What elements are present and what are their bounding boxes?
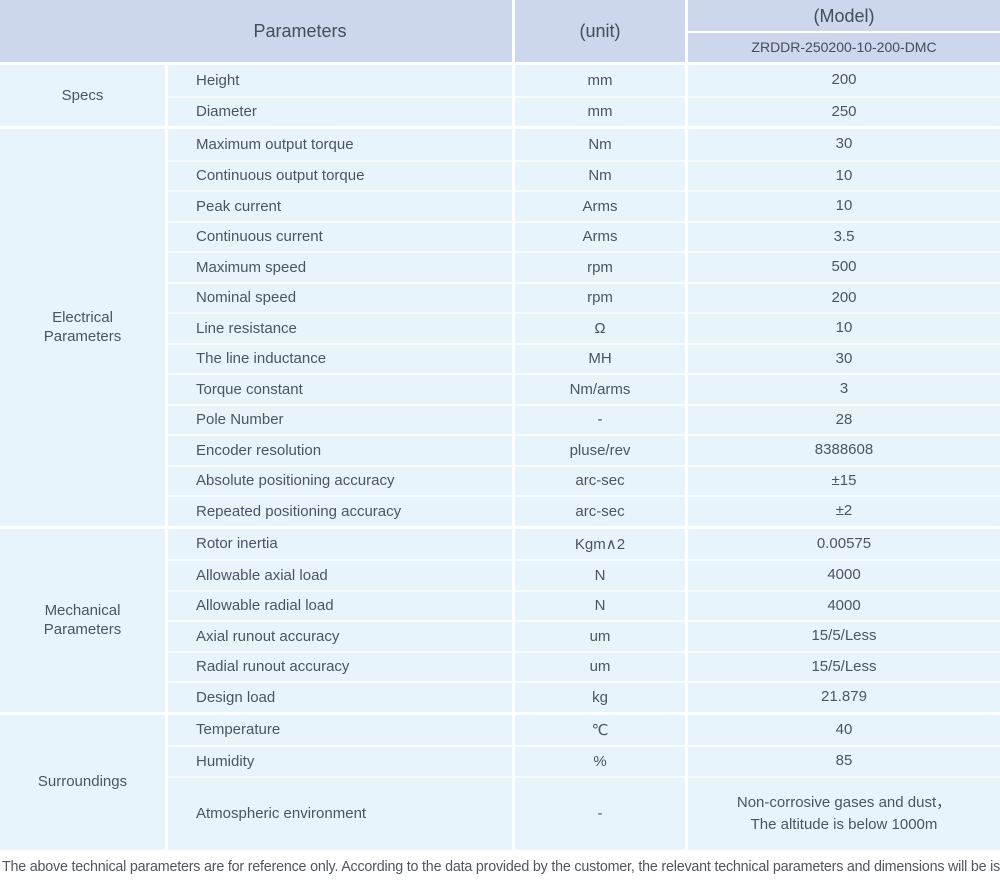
- param-unit: arc-sec: [515, 464, 685, 495]
- param-value: 28: [688, 403, 1000, 434]
- param-value: 200: [688, 281, 1000, 312]
- param-value: 15/5/Less: [688, 650, 1000, 681]
- param-value: 3: [688, 373, 1000, 404]
- param-unit: N: [515, 559, 685, 590]
- param-value: ±2: [688, 495, 1000, 526]
- param-unit: rpm: [515, 281, 685, 312]
- param-value: 30: [688, 342, 1000, 373]
- param-name: Continuous current: [168, 220, 512, 251]
- param-unit: Nm/arms: [515, 373, 685, 404]
- param-value: 3.5: [688, 220, 1000, 251]
- section-label: Mechanical Parameters: [0, 528, 165, 712]
- param-unit: Nm: [515, 159, 685, 190]
- param-name: Maximum speed: [168, 251, 512, 282]
- param-value: 30: [688, 129, 1000, 160]
- param-name: Height: [168, 65, 512, 96]
- spec-table: Parameters (unit) (Model) ZRDDR-250200-1…: [0, 0, 1000, 850]
- param-unit: ℃: [515, 714, 685, 745]
- param-name: Pole Number: [168, 403, 512, 434]
- param-name: Encoder resolution: [168, 434, 512, 465]
- param-value: ±15: [688, 464, 1000, 495]
- param-value: 4000: [688, 559, 1000, 590]
- header-parameters: Parameters: [0, 0, 512, 62]
- param-unit: Kgm∧2: [515, 528, 685, 559]
- param-unit: kg: [515, 681, 685, 712]
- param-name: Allowable radial load: [168, 589, 512, 620]
- param-name: Torque constant: [168, 373, 512, 404]
- param-unit: rpm: [515, 251, 685, 282]
- param-unit: -: [515, 775, 685, 850]
- param-name: Axial runout accuracy: [168, 620, 512, 651]
- param-value: 250: [688, 95, 1000, 126]
- header-unit: (unit): [515, 0, 685, 62]
- section-label: Electrical Parameters: [0, 129, 165, 526]
- section-specs: Specs Height mm 200 Diameter mm 250: [0, 65, 1000, 126]
- section-surroundings: Surroundings Temperature ℃ 40 Humidity %…: [0, 714, 1000, 850]
- param-value: Non-corrosive gases and dust， The altitu…: [688, 775, 1000, 850]
- param-value: 15/5/Less: [688, 620, 1000, 651]
- param-name: Continuous output torque: [168, 159, 512, 190]
- param-name: Line resistance: [168, 312, 512, 343]
- param-name: Humidity: [168, 745, 512, 776]
- param-value: 10: [688, 312, 1000, 343]
- param-unit: MH: [515, 342, 685, 373]
- param-name: Rotor inertia: [168, 528, 512, 559]
- param-value: 500: [688, 251, 1000, 282]
- param-unit: mm: [515, 95, 685, 126]
- param-value: 10: [688, 159, 1000, 190]
- header-model-number: ZRDDR-250200-10-200-DMC: [751, 39, 937, 55]
- param-name: Radial runout accuracy: [168, 650, 512, 681]
- param-value: 4000: [688, 589, 1000, 620]
- param-name: Nominal speed: [168, 281, 512, 312]
- param-name: Diameter: [168, 95, 512, 126]
- param-value: 10: [688, 190, 1000, 221]
- section-label: Surroundings: [0, 714, 165, 850]
- param-value: 8388608: [688, 434, 1000, 465]
- param-unit: arc-sec: [515, 495, 685, 526]
- footer-note: The above technical parameters are for r…: [2, 858, 1000, 875]
- param-value: 85: [688, 745, 1000, 776]
- section-electrical: Electrical Parameters Maximum output tor…: [0, 129, 1000, 526]
- param-name: Peak current: [168, 190, 512, 221]
- param-unit: um: [515, 650, 685, 681]
- header-model-title: (Model): [688, 1, 1000, 33]
- param-unit: mm: [515, 65, 685, 96]
- section-label: Specs: [0, 65, 165, 126]
- section-mechanical: Mechanical Parameters Rotor inertia Kgm∧…: [0, 528, 1000, 712]
- param-unit: Ω: [515, 312, 685, 343]
- param-unit: Nm: [515, 129, 685, 160]
- param-unit: Arms: [515, 190, 685, 221]
- param-name: The line inductance: [168, 342, 512, 373]
- param-name: Repeated positioning accuracy: [168, 495, 512, 526]
- param-name: Atmospheric environment: [168, 775, 512, 850]
- param-value: 40: [688, 714, 1000, 745]
- param-unit: %: [515, 745, 685, 776]
- table-header: Parameters (unit) (Model) ZRDDR-250200-1…: [0, 0, 1000, 62]
- param-unit: um: [515, 620, 685, 651]
- param-name: Absolute positioning accuracy: [168, 464, 512, 495]
- param-name: Maximum output torque: [168, 129, 512, 160]
- param-unit: N: [515, 589, 685, 620]
- param-value: 21.879: [688, 681, 1000, 712]
- param-name: Temperature: [168, 714, 512, 745]
- param-unit: pluse/rev: [515, 434, 685, 465]
- param-value: 200: [688, 65, 1000, 96]
- param-name: Allowable axial load: [168, 559, 512, 590]
- param-value: 0.00575: [688, 528, 1000, 559]
- param-name: Design load: [168, 681, 512, 712]
- param-unit: Arms: [515, 220, 685, 251]
- param-unit: -: [515, 403, 685, 434]
- header-model: (Model) ZRDDR-250200-10-200-DMC: [688, 0, 1000, 62]
